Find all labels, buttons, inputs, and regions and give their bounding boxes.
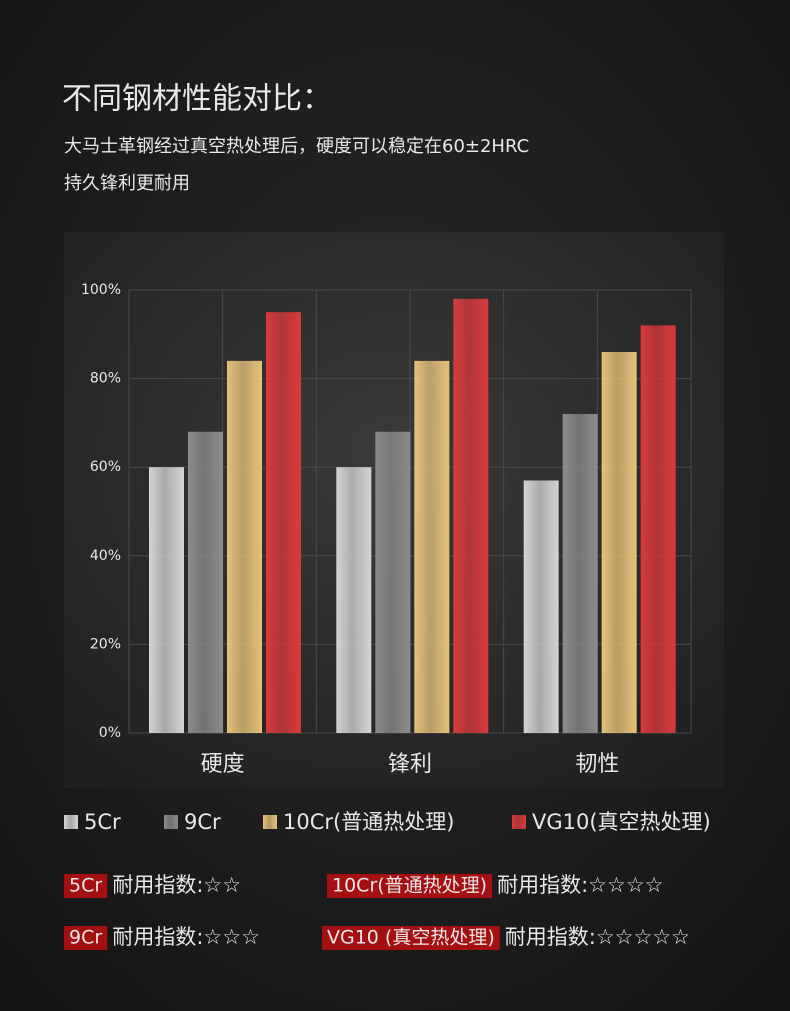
rating-text: 耐用指数:☆☆: [112, 873, 241, 897]
y-tick-label: 0%: [99, 725, 121, 741]
y-tick-label: 100%: [81, 282, 121, 298]
bar: [227, 360, 262, 733]
y-tick-label: 20%: [90, 636, 121, 652]
bar: [640, 325, 676, 733]
subtitle: 持久锋利更耐用: [64, 173, 190, 194]
x-tick-label: 锋利: [388, 752, 432, 777]
rating-label-bg: [322, 926, 500, 950]
legend-label: 5Cr: [84, 810, 121, 834]
legend-swatch: [64, 815, 78, 829]
rating-label: 9Cr: [69, 927, 102, 949]
legend-swatch: [164, 815, 178, 829]
bar: [523, 480, 559, 733]
y-tick-label: 60%: [90, 459, 121, 475]
rating-label-bg: [64, 926, 108, 950]
legend-swatch: [263, 815, 277, 829]
bar: [188, 431, 223, 733]
legend-swatch: [512, 815, 526, 829]
rating-label: 10Cr(普通热处理): [332, 875, 487, 897]
bar: [336, 467, 372, 733]
bar: [562, 414, 598, 733]
bar: [266, 312, 301, 733]
rating-text: 耐用指数:☆☆☆☆: [497, 873, 663, 897]
rating-label-bg: [327, 874, 493, 898]
title: 不同钢材性能对比：: [62, 82, 332, 117]
subtitle: 大马士革钢经过真空热处理后，硬度可以稳定在60±2HRC: [64, 136, 529, 157]
x-tick-label: 韧性: [575, 752, 619, 777]
legend-label: VG10(真空热处理): [532, 810, 711, 834]
y-tick-label: 80%: [90, 371, 121, 387]
rating-text: 耐用指数:☆☆☆☆☆: [505, 925, 690, 949]
bar: [453, 298, 489, 733]
legend-label: 10Cr(普通热处理): [283, 810, 454, 834]
x-tick-label: 硬度: [201, 752, 245, 777]
bar: [601, 352, 637, 733]
rating-label-bg: [64, 874, 108, 898]
legend-label: 9Cr: [184, 810, 221, 834]
rating-label: VG10 (真空热处理): [327, 927, 495, 949]
bar: [414, 360, 450, 733]
bar: [149, 467, 184, 733]
rating-label: 5Cr: [69, 875, 102, 897]
rating-text: 耐用指数:☆☆☆: [112, 925, 260, 949]
y-tick-label: 40%: [90, 548, 121, 564]
bar: [375, 431, 411, 733]
